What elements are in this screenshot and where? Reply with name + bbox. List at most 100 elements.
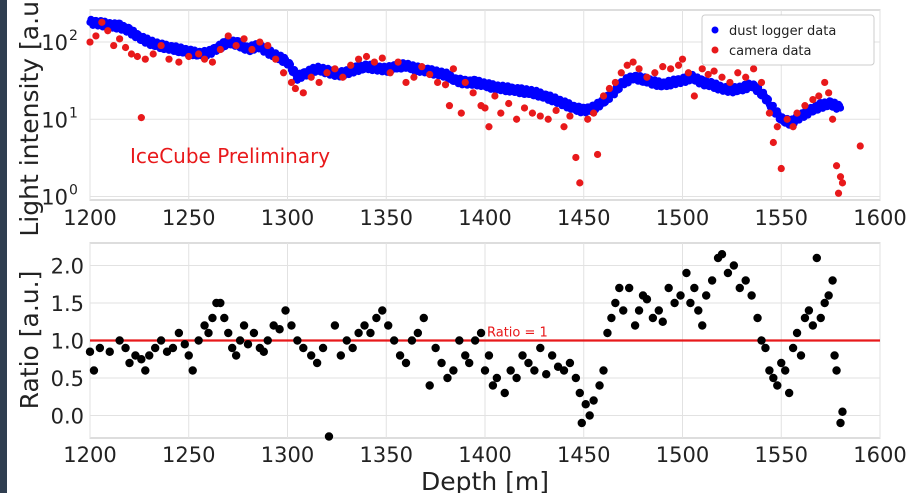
camera-point bbox=[347, 61, 355, 69]
ratio-point bbox=[615, 283, 624, 293]
ratio-point bbox=[413, 328, 423, 338]
top-x-tick-label: 1500 bbox=[656, 206, 709, 230]
ratio-point bbox=[565, 358, 575, 368]
camera-point bbox=[157, 41, 165, 50]
camera-point bbox=[248, 45, 256, 54]
camera-point bbox=[137, 114, 145, 122]
ratio-point bbox=[599, 366, 608, 375]
ratio-point bbox=[765, 366, 774, 375]
camera-point bbox=[572, 153, 580, 162]
bottom-y-tick-label: 0.5 bbox=[51, 367, 84, 391]
camera-point bbox=[815, 92, 823, 100]
ratio-point bbox=[607, 313, 616, 323]
ratio-point bbox=[648, 313, 658, 323]
camera-point bbox=[821, 78, 829, 87]
camera-point bbox=[279, 69, 288, 77]
ratio-point bbox=[378, 306, 387, 315]
camera-point bbox=[838, 179, 847, 187]
camera-point bbox=[149, 50, 157, 58]
camera-point bbox=[718, 73, 726, 81]
bottom-x-tick-label: 1400 bbox=[458, 443, 511, 467]
ratio-point bbox=[431, 343, 440, 353]
ratio-point bbox=[281, 306, 290, 315]
camera-point bbox=[323, 69, 331, 77]
top-y-tick-exponent: 2 bbox=[69, 28, 78, 44]
ratio-point bbox=[506, 366, 515, 375]
legend-marker-dust-logger bbox=[711, 26, 719, 34]
camera-point bbox=[643, 73, 651, 81]
ratio-point bbox=[816, 313, 825, 323]
camera-point bbox=[386, 69, 394, 77]
ratio-point bbox=[559, 366, 569, 375]
camera-point bbox=[777, 164, 785, 173]
ratio-point bbox=[682, 268, 691, 278]
ratio-point bbox=[249, 328, 259, 338]
ratio-point bbox=[401, 358, 411, 368]
camera-point bbox=[224, 32, 232, 40]
camera-point bbox=[793, 109, 801, 117]
ratio-point bbox=[318, 343, 328, 353]
ratio-point bbox=[407, 336, 417, 345]
camera-point bbox=[566, 112, 574, 120]
ratio-point bbox=[208, 313, 217, 323]
ratio-point bbox=[115, 336, 124, 345]
bottom-x-tick-label: 1200 bbox=[63, 443, 116, 467]
ratio-point bbox=[800, 313, 810, 323]
ratio-point bbox=[492, 373, 502, 383]
ratio-point bbox=[150, 343, 160, 353]
bottom-y-axis-label: Ratio [a.u.] bbox=[15, 271, 44, 410]
camera-point bbox=[801, 102, 809, 110]
camera-point bbox=[832, 162, 841, 170]
ratio-point bbox=[121, 343, 130, 353]
camera-point bbox=[307, 73, 315, 81]
bottom-x-tick-label: 1250 bbox=[162, 443, 215, 467]
camera-point bbox=[684, 69, 693, 77]
ratio-point bbox=[174, 328, 184, 338]
ratio-point bbox=[437, 358, 446, 368]
ratio-point bbox=[293, 336, 302, 345]
camera-point bbox=[339, 73, 347, 81]
ratio-point bbox=[577, 418, 586, 428]
ratio-point bbox=[204, 328, 213, 338]
top-x-tick-label: 1200 bbox=[63, 206, 116, 230]
ratio-point bbox=[156, 336, 166, 345]
ratio-point bbox=[137, 355, 146, 364]
ratio-point bbox=[796, 351, 806, 360]
ratio-point bbox=[747, 291, 756, 300]
camera-point bbox=[710, 67, 718, 75]
ratio-point bbox=[476, 328, 486, 338]
camera-point bbox=[185, 52, 193, 61]
camera-series bbox=[86, 18, 864, 197]
ratio-point bbox=[808, 321, 818, 330]
dust-logger-point bbox=[286, 60, 295, 69]
ratio-point bbox=[220, 313, 229, 323]
legend-marker-camera bbox=[711, 46, 719, 54]
camera-point bbox=[165, 55, 173, 63]
ratio-point bbox=[465, 358, 474, 368]
camera-point bbox=[505, 99, 513, 108]
camera-point bbox=[394, 58, 402, 66]
ratio-point bbox=[781, 366, 790, 375]
ratio-point bbox=[792, 328, 802, 338]
ratio-point bbox=[658, 317, 667, 326]
camera-point bbox=[726, 78, 734, 87]
camera-point bbox=[536, 112, 544, 120]
ratio-point bbox=[395, 351, 405, 360]
camera-point bbox=[216, 45, 224, 54]
top-y-tick-label: 10 bbox=[41, 31, 68, 55]
ratio-point bbox=[194, 336, 203, 345]
camera-point bbox=[299, 89, 307, 97]
ratio-point bbox=[702, 291, 711, 300]
ratio-point bbox=[512, 373, 521, 383]
camera-point bbox=[742, 73, 750, 81]
camera-point bbox=[757, 78, 766, 87]
ratio-point bbox=[634, 306, 644, 315]
ratio-point bbox=[784, 388, 794, 398]
ratio-point bbox=[354, 328, 363, 338]
camera-point bbox=[240, 35, 248, 43]
camera-point bbox=[560, 123, 568, 131]
ratio-point bbox=[366, 328, 375, 338]
camera-point bbox=[605, 84, 614, 93]
